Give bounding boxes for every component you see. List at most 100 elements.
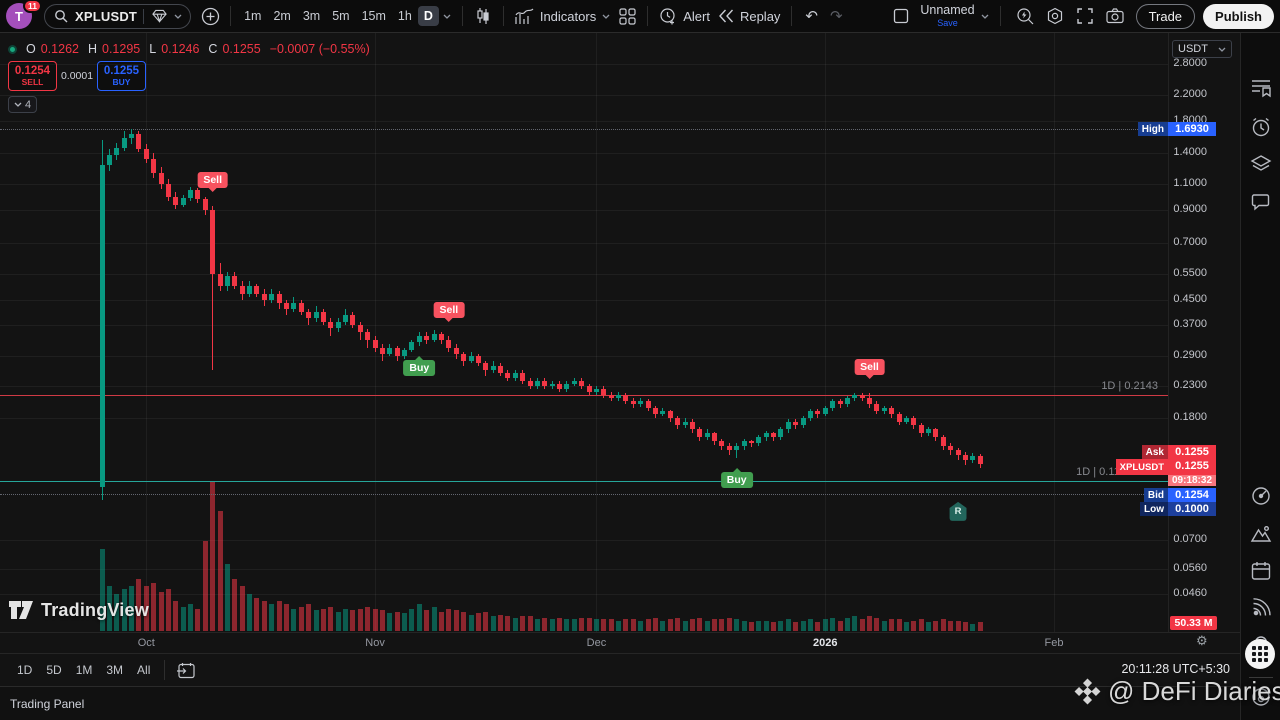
range-1d[interactable]: 1D xyxy=(17,663,33,677)
replay-button[interactable]: Replay xyxy=(714,9,784,24)
price-tick: 0.2300 xyxy=(1173,379,1207,392)
interval-3m[interactable]: 3m xyxy=(302,9,321,23)
undo-icon[interactable]: ↶ xyxy=(805,8,818,25)
month-label[interactable]: Nov xyxy=(365,637,385,649)
volume-bar xyxy=(195,608,201,631)
compare-add-icon[interactable] xyxy=(197,3,223,29)
sell-button[interactable]: 0.1254 SELL xyxy=(8,61,57,91)
settings-gear-icon[interactable] xyxy=(1042,3,1068,29)
volume-bar xyxy=(431,607,437,631)
object-tree-chip[interactable]: 4 xyxy=(8,96,38,113)
candle-body xyxy=(151,158,157,174)
volume-bar xyxy=(881,620,887,631)
interval-2m[interactable]: 2m xyxy=(273,9,291,23)
trade-button[interactable]: Trade xyxy=(1135,3,1196,29)
ideas-mountain-icon[interactable] xyxy=(1249,522,1273,546)
divider xyxy=(164,660,166,680)
level-line[interactable] xyxy=(0,395,1168,397)
volume-bar xyxy=(970,623,976,631)
symbol-search[interactable]: XPLUSDT xyxy=(44,3,192,29)
trade-marker-r[interactable]: R xyxy=(949,501,967,521)
volume-bar xyxy=(837,620,843,631)
range-5d[interactable]: 5D xyxy=(46,663,62,677)
layout-name-button[interactable]: Unnamed Save xyxy=(920,4,974,28)
trade-marker-buy[interactable]: Buy xyxy=(403,355,436,376)
range-1m[interactable]: 1M xyxy=(75,663,93,677)
trade-marker-sell[interactable]: Sell xyxy=(433,301,465,322)
high-value: 0.1295 xyxy=(102,42,141,56)
level-line[interactable] xyxy=(0,481,1168,483)
buy-button[interactable]: 0.1255 BUY xyxy=(97,61,146,91)
interval-1m[interactable]: 1m xyxy=(244,9,262,23)
candle-body xyxy=(741,441,747,446)
candle-body xyxy=(136,134,142,149)
month-label[interactable]: Dec xyxy=(586,637,607,649)
calendar-icon[interactable] xyxy=(1249,559,1273,583)
camera-snapshot-icon[interactable] xyxy=(1102,3,1128,29)
gem-icon[interactable] xyxy=(150,3,168,29)
trading-panel-bar[interactable]: Trading Panel xyxy=(0,686,1240,720)
interval-15m[interactable]: 15m xyxy=(361,9,386,23)
news-broadcast-icon[interactable] xyxy=(1249,596,1273,620)
month-label[interactable]: Feb xyxy=(1044,637,1064,649)
watermark-text: @ DeFi Diaries xyxy=(1108,676,1280,706)
month-label[interactable]: Oct xyxy=(137,637,155,649)
level-line[interactable] xyxy=(0,128,1168,130)
axis-settings-gear-icon[interactable]: ⚙ xyxy=(1196,633,1208,648)
grid-line-v xyxy=(596,33,598,632)
candle-body xyxy=(453,347,459,355)
chevron-down-icon[interactable] xyxy=(981,14,989,19)
interval-1h[interactable]: 1h xyxy=(397,9,412,23)
trade-marker-buy[interactable]: Buy xyxy=(720,467,753,488)
save-link[interactable]: Save xyxy=(937,17,958,28)
currency-dropdown[interactable]: USDT xyxy=(1172,40,1232,58)
chart-style-candles-icon[interactable] xyxy=(470,3,496,29)
fullscreen-icon[interactable] xyxy=(1072,3,1098,29)
tradingview-logo[interactable]: TradingView xyxy=(8,598,149,622)
candle-body xyxy=(129,134,135,138)
interval-1d-active[interactable]: D xyxy=(417,6,439,26)
candle-body xyxy=(276,294,282,303)
range-all[interactable]: All xyxy=(137,663,151,677)
volume-bar xyxy=(416,604,422,631)
grid-line-h xyxy=(0,184,1168,186)
month-label[interactable]: 2026 xyxy=(812,637,838,649)
watchlist-icon[interactable] xyxy=(1249,75,1273,99)
candle-body xyxy=(365,332,371,340)
goto-date-icon[interactable] xyxy=(172,657,198,683)
time-axis[interactable]: Oct Nov Dec 2026 Feb xyxy=(0,632,1240,653)
chat-icon[interactable] xyxy=(1249,190,1273,214)
quick-search-icon[interactable] xyxy=(1012,3,1038,29)
alert-button[interactable]: Alert xyxy=(655,7,714,25)
alerts-clock-icon[interactable] xyxy=(1249,115,1273,139)
interval-5m[interactable]: 5m xyxy=(332,9,350,23)
buy-price: 0.1255 xyxy=(103,65,140,77)
candle-body xyxy=(608,394,614,399)
trade-marker-sell[interactable]: Sell xyxy=(854,359,885,380)
apps-grid-button[interactable] xyxy=(1245,639,1275,669)
indicators-button[interactable]: Indicators xyxy=(511,8,614,25)
publish-button[interactable]: Publish xyxy=(1203,3,1274,29)
trade-marker-sell[interactable]: Sell xyxy=(197,172,229,193)
volume-bar xyxy=(874,617,880,631)
level-line[interactable] xyxy=(0,493,1168,495)
clock[interactable]: 20:11:28 UTC+5:30 xyxy=(1121,662,1230,676)
chart-plot[interactable]: 1D | 0.2143 1D | 0.1102 Sell Buy Sell Buy Sell… xyxy=(0,33,1168,632)
volume-bar xyxy=(217,511,223,631)
layout-select-icon[interactable] xyxy=(888,3,914,29)
help-icon[interactable] xyxy=(1249,685,1273,709)
volume-bar xyxy=(549,619,555,631)
level-line-label[interactable]: 1D | 0.2143 xyxy=(1101,380,1158,393)
candle-body xyxy=(520,372,526,381)
screener-target-icon[interactable] xyxy=(1249,484,1273,508)
redo-icon[interactable]: ↷ xyxy=(830,8,843,25)
volume-bar xyxy=(962,622,968,631)
volume-bar xyxy=(490,616,496,631)
symbol-name: XPLUSDT xyxy=(75,8,138,24)
user-menu[interactable]: T 11 xyxy=(6,0,42,30)
chevron-down-icon[interactable] xyxy=(443,14,451,19)
object-tree-layers-icon[interactable] xyxy=(1249,152,1273,176)
grid-layout-icon[interactable] xyxy=(614,3,640,29)
range-3m[interactable]: 3M xyxy=(106,663,124,677)
ohlc-legend: O 0.1262 H 0.1295 L 0.1246 C 0.1255 −0.0007 … xyxy=(8,42,370,56)
